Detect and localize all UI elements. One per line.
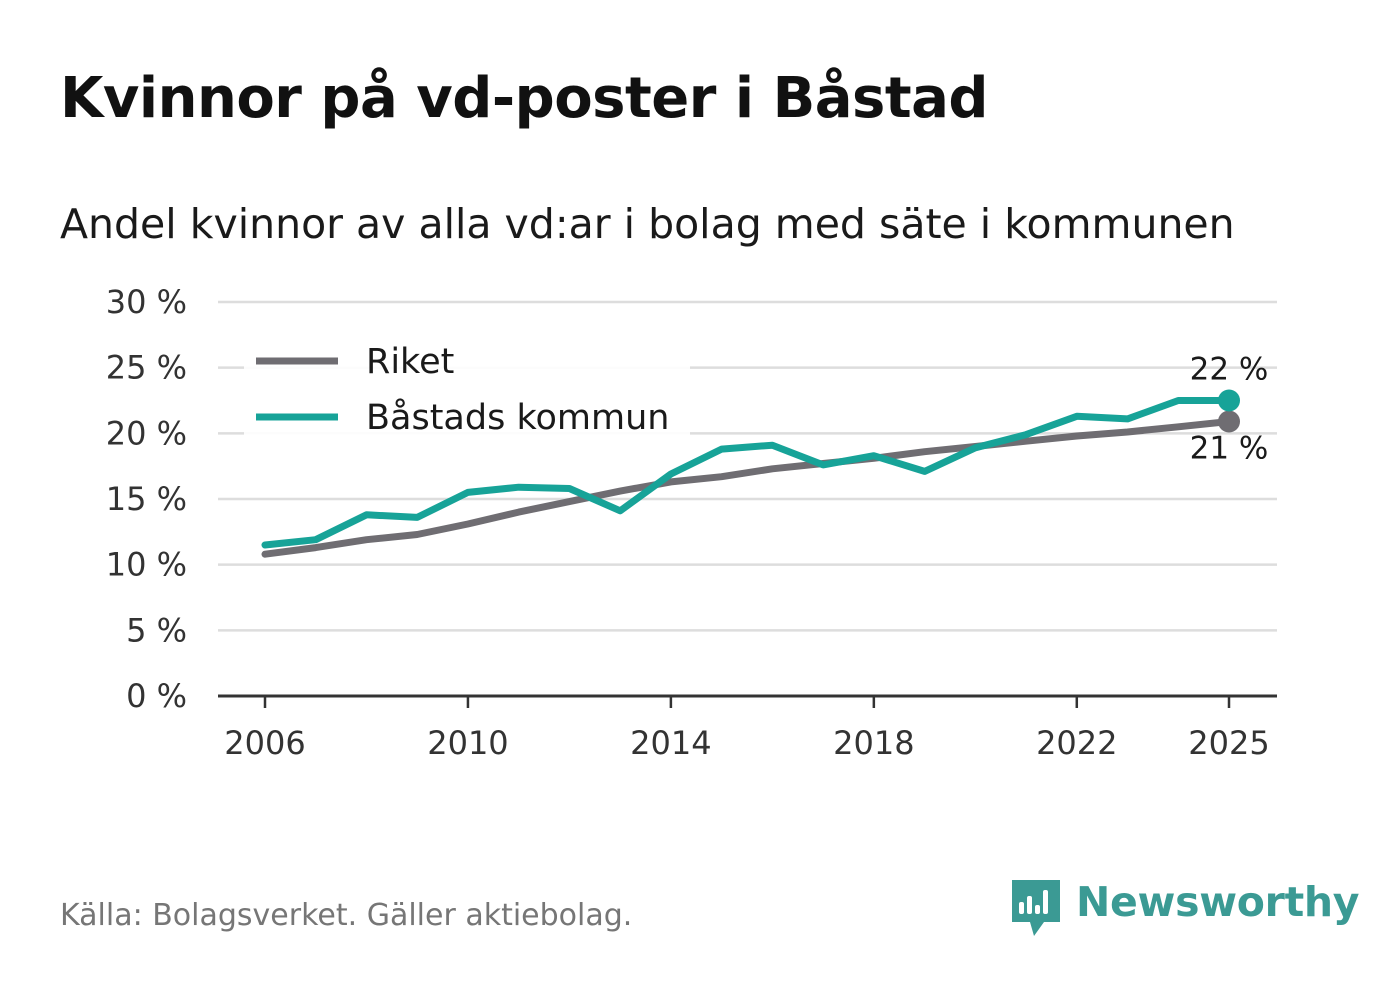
series-line xyxy=(261,418,1233,558)
y-tick-label: 30 % xyxy=(106,283,187,321)
end-value-label: 22 % xyxy=(1190,352,1269,388)
y-tick-label: 0 % xyxy=(126,677,187,715)
chart-title: Kvinnor på vd-poster i Båstad xyxy=(60,66,989,131)
bar-chart-speech-bubble-icon xyxy=(1012,880,1060,936)
x-tick-label: 2025 xyxy=(1188,724,1269,762)
y-axis-ticks: 0 % 5 % 10 % 15 % 20 % 25 % 30 % xyxy=(106,283,187,715)
end-labels: 22 % 21 % xyxy=(1190,352,1269,467)
legend: Riket Båstads kommun xyxy=(244,330,690,446)
legend-label: Båstads kommun xyxy=(366,397,669,438)
series-end-point xyxy=(1218,410,1240,433)
x-axis-ticks: 2006 2010 2014 2018 2022 2025 xyxy=(224,696,1270,762)
series-line xyxy=(261,397,1233,549)
end-value-label: 21 % xyxy=(1190,431,1269,467)
chart-subtitle: Andel kvinnor av alla vd:ar i bolag med … xyxy=(60,200,1235,248)
y-tick-label: 25 % xyxy=(106,349,187,387)
y-tick-label: 5 % xyxy=(126,611,187,649)
source-note: Källa: Bolagsverket. Gäller aktiebolag. xyxy=(60,898,633,933)
y-tick-label: 15 % xyxy=(106,480,187,518)
x-tick-label: 2022 xyxy=(1036,724,1117,762)
x-tick-label: 2006 xyxy=(224,724,305,762)
brand-name: Newsworthy xyxy=(1076,878,1360,926)
legend-background xyxy=(244,330,690,446)
y-tick-label: 10 % xyxy=(106,546,187,584)
x-tick-label: 2018 xyxy=(833,724,914,762)
series-end-point xyxy=(1218,389,1240,412)
x-tick-label: 2014 xyxy=(630,724,711,762)
legend-label: Riket xyxy=(366,342,454,382)
series-lines xyxy=(261,389,1240,558)
y-tick-label: 20 % xyxy=(106,414,187,452)
brand: Newsworthy xyxy=(1010,878,1359,942)
x-tick-label: 2010 xyxy=(427,724,508,762)
